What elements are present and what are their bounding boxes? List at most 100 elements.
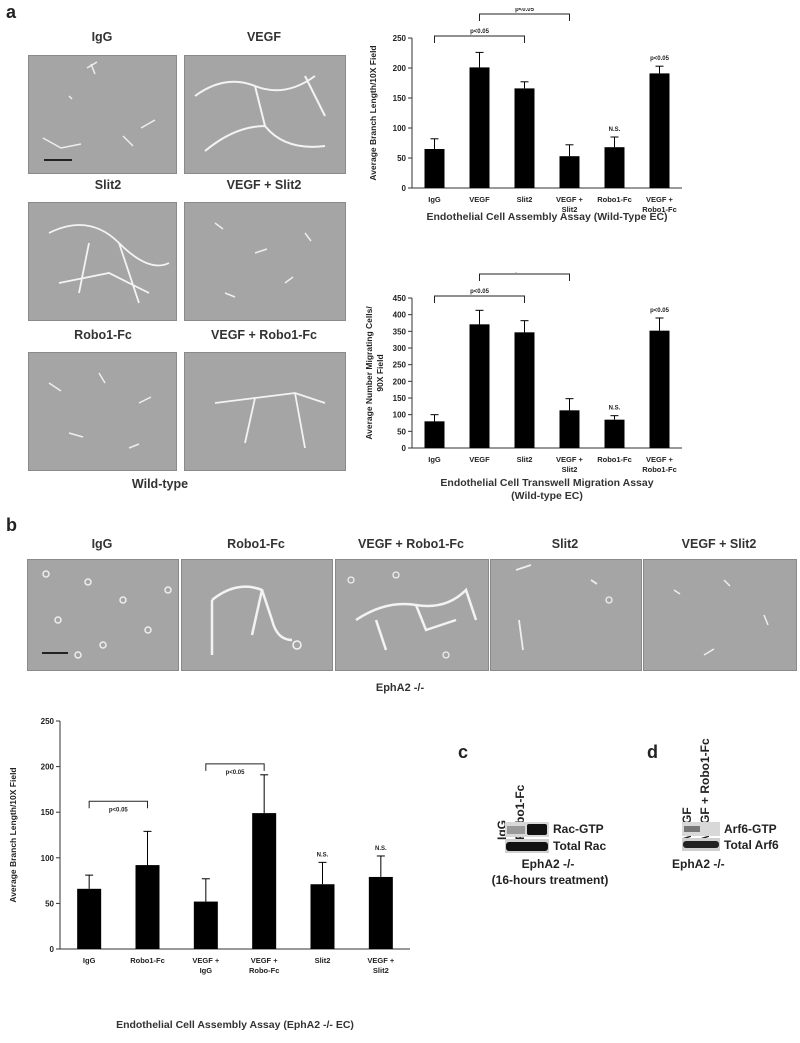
x-category-label: Robo1-Fc [130, 956, 165, 965]
bar [424, 421, 445, 448]
x-category-label: IgG [428, 195, 441, 204]
x-category-label: Slit2 [373, 966, 389, 975]
micrograph-b-igg [27, 559, 179, 671]
blot-strip-top [682, 822, 720, 836]
y-tick-label: 250 [41, 717, 55, 726]
y-tick-label: 200 [393, 64, 407, 73]
cell-sketch [214, 392, 326, 449]
bar [77, 888, 102, 949]
x-category-label: IgG [200, 966, 213, 975]
micrograph-a-vegf-slit2 [184, 202, 346, 321]
y-tick-label: 150 [41, 808, 55, 817]
panel-b-image-label-1: IgG [91, 537, 113, 551]
micrograph-a-vegf [184, 55, 346, 174]
bar [135, 865, 160, 949]
x-category-label: IgG [83, 956, 96, 965]
band-label-total-arf6: Total Arf6 [724, 838, 779, 852]
significance-label: N.S. [609, 406, 621, 412]
cell-sketch [48, 224, 170, 304]
x-category-label: Slit2 [562, 205, 578, 214]
chart-migration-wildtype: 0 50 100 150 200 250 300 350 400 450 Average Numbe… [364, 272, 682, 502]
significance-label: p<0.05 [470, 289, 490, 295]
chart-title: Endothelial Cell Assembly Assay (EphA2 -… [116, 1019, 354, 1031]
panel-a-image-label-3: Slit2 [94, 178, 122, 192]
bar [649, 330, 670, 448]
significance-bracket [434, 35, 525, 43]
y-tick-label: 100 [41, 854, 55, 863]
significance-label: p<0.05 [515, 8, 535, 13]
x-category-label: VEGF + [192, 956, 220, 965]
bar [193, 901, 218, 949]
scale-bar [44, 159, 72, 161]
cell-sketch [515, 564, 613, 651]
significance-label: N.S. [317, 852, 329, 858]
x-category-label: VEGF + [646, 195, 674, 204]
panel-c-caption-2: (16-hours treatment) [491, 873, 609, 887]
y-tick-label: 300 [393, 344, 407, 353]
bar [649, 73, 670, 188]
bar [559, 156, 580, 188]
blot-c: IgG Robo1-Fc Rac-GTP Total Rac [495, 742, 665, 872]
y-tick-label: 50 [45, 899, 54, 908]
cell-sketch [210, 585, 302, 655]
significance-bracket [479, 13, 570, 21]
band-rac-gtp-igg [507, 826, 525, 834]
y-tick-label: 150 [393, 94, 407, 103]
x-category-label: Slit2 [517, 455, 533, 464]
micrograph-a-robo1fc [28, 352, 177, 471]
bar [604, 419, 625, 448]
bar [514, 88, 535, 188]
cell-sketch [194, 75, 326, 152]
bar [559, 410, 580, 448]
x-category-label: VEGF [469, 455, 490, 464]
y-tick-label: 150 [393, 394, 407, 403]
chart-title: Endothelial Cell Transwell Migration Ass… [440, 477, 653, 489]
cell-sketch [673, 579, 769, 656]
significance-label: p<0.05 [109, 807, 129, 813]
y-tick-label: 50 [397, 427, 406, 436]
y-axis-label: Average Branch Length/10X Field [8, 767, 18, 902]
panel-b-letter: b [6, 515, 17, 535]
bar [604, 147, 625, 188]
panel-a-image-label-6: VEGF + Robo1-Fc [211, 328, 317, 342]
scale-bar [42, 652, 68, 654]
band-label-total-rac: Total Rac [553, 839, 607, 853]
x-category-label: VEGF + [556, 195, 584, 204]
chart-assembly-wildtype: 0 50 100 150 200 250 Average Branch Length/10X… [368, 8, 682, 223]
micrograph-a-slit2 [28, 202, 177, 321]
micrograph-a-igg [28, 55, 177, 174]
y-tick-label: 250 [393, 361, 407, 370]
significance-label: p<0.05 [470, 29, 490, 35]
significance-bracket [479, 273, 570, 281]
y-tick-label: 50 [397, 154, 406, 163]
significance-label: p<0.05 [650, 308, 670, 314]
panel-b-image-label-4: Slit2 [551, 537, 579, 551]
significance-bracket [88, 800, 148, 809]
panel-a-image-label-2: VEGF [246, 30, 282, 44]
panel-b-image-label-3: VEGF + Robo1-Fc [358, 537, 464, 551]
y-tick-label: 200 [393, 377, 407, 386]
y-tick-label: 250 [393, 34, 407, 43]
bar [469, 324, 490, 448]
bar [368, 876, 393, 949]
panel-c-caption-1: EphA2 -/- [521, 857, 575, 871]
y-axis-label: 90X Field [375, 354, 385, 391]
micrograph-a-vegf-robo1fc [184, 352, 346, 471]
panel-b-images-caption: EphA2 -/- [375, 682, 425, 694]
y-tick-label: 100 [393, 124, 407, 133]
bar [514, 332, 535, 448]
cell-sketch [42, 61, 156, 161]
x-category-label: Robo1-Fc [597, 195, 632, 204]
panel-a-image-label-1: IgG [91, 30, 113, 44]
panel-b-image-label-5: VEGF + Slit2 [681, 537, 757, 551]
y-tick-label: 200 [41, 763, 55, 772]
y-tick-label: 0 [402, 444, 407, 453]
bar [310, 884, 335, 949]
x-category-label: VEGF + [367, 956, 395, 965]
bar [469, 67, 490, 188]
panel-d-letter: d [647, 742, 658, 762]
panel-a-letter: a [6, 2, 17, 22]
cell-sketch [214, 222, 312, 298]
band-label-rac-gtp: Rac-GTP [553, 822, 604, 836]
panel-d-caption: EphA2 -/- [672, 857, 725, 871]
